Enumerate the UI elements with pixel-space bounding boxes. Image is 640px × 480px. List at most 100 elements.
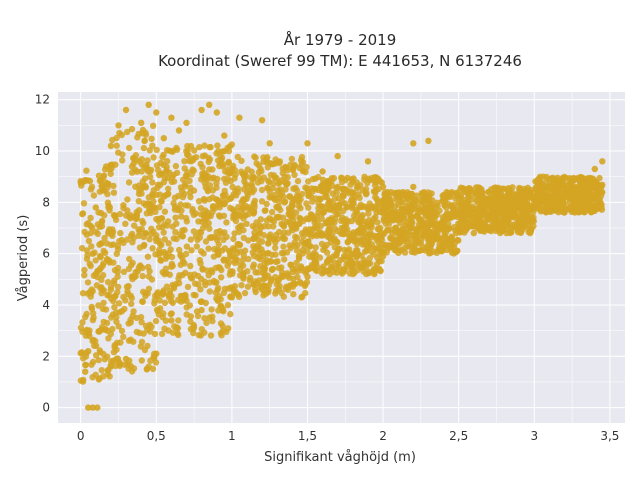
scatter-point (228, 294, 236, 301)
scatter-point (259, 249, 266, 256)
scatter-point (569, 175, 577, 182)
scatter-point (479, 227, 487, 234)
scatter-point (454, 247, 461, 254)
scatter-point (294, 273, 301, 281)
scatter-point (172, 162, 180, 170)
scatter-point (230, 235, 237, 243)
scatter-point (387, 234, 394, 241)
scatter-point (79, 210, 87, 217)
scatter-point (229, 162, 237, 170)
scatter-point (129, 239, 136, 246)
scatter-point (138, 225, 145, 233)
scatter-point (132, 152, 140, 159)
scatter-point (78, 245, 86, 252)
scatter-point (522, 212, 529, 219)
scatter-point (166, 271, 173, 278)
scatter-point (98, 218, 106, 226)
x-tick-label: 2 (379, 429, 387, 443)
scatter-point (415, 247, 423, 255)
scatter-point (81, 266, 88, 274)
scatter-point (207, 143, 214, 151)
scatter-point (484, 216, 491, 223)
scatter-point (122, 106, 130, 114)
scatter-point (115, 149, 122, 156)
scatter-point (309, 253, 316, 260)
scatter-point (257, 216, 264, 223)
scatter-point (122, 220, 129, 227)
scatter-point (127, 336, 134, 343)
scatter-point (96, 241, 103, 248)
scatter-point (148, 323, 155, 330)
scatter-point (192, 210, 200, 217)
scatter-point (318, 270, 326, 277)
scatter-point (342, 221, 350, 228)
scatter-point (147, 166, 155, 174)
scatter-point (174, 325, 182, 332)
scatter-point (338, 217, 345, 224)
scatter-point (258, 224, 265, 231)
scatter-point (434, 233, 442, 241)
scatter-point (95, 376, 103, 383)
scatter-point (161, 221, 168, 228)
scatter-point (407, 231, 414, 239)
scatter-point (111, 343, 118, 351)
scatter-point (197, 286, 204, 293)
scatter-point (190, 228, 198, 235)
scatter-point (232, 245, 239, 253)
scatter-point (344, 247, 351, 255)
scatter-point (298, 153, 306, 161)
scatter-point (113, 142, 120, 149)
scatter-point (83, 247, 91, 254)
scatter-point (101, 234, 108, 242)
scatter-point (179, 227, 186, 234)
scatter-point (127, 292, 134, 299)
scatter-point (89, 250, 97, 257)
scatter-point (225, 147, 233, 155)
scatter-point (149, 122, 157, 129)
scatter-point (327, 234, 335, 241)
scatter-point (158, 241, 165, 249)
scatter-point (89, 404, 97, 411)
scatter-point (86, 177, 94, 185)
scatter-point (196, 256, 203, 264)
scatter-point (340, 186, 347, 193)
scatter-point (184, 142, 191, 150)
scatter-point (94, 404, 101, 411)
scatter-point (534, 192, 541, 199)
scatter-point (281, 256, 288, 263)
scatter-point (312, 175, 319, 182)
scatter-point (139, 217, 146, 225)
scatter-point (118, 308, 126, 315)
scatter-point (134, 268, 141, 275)
scatter-point (281, 235, 289, 242)
scatter-point (89, 374, 96, 381)
scatter-point (240, 271, 247, 278)
scatter-point (265, 178, 273, 186)
scatter-point (262, 274, 269, 282)
scatter-point (574, 208, 581, 216)
scatter-point (392, 224, 399, 232)
scatter-point (209, 194, 216, 201)
scatter-point (271, 196, 279, 204)
scatter-point (581, 204, 588, 211)
scatter-point (284, 167, 291, 174)
scatter-point (124, 196, 131, 203)
scatter-point (100, 350, 107, 358)
scatter-point (159, 291, 166, 298)
scatter-point (231, 175, 238, 182)
scatter-point (99, 305, 107, 313)
scatter-point (187, 236, 194, 243)
scatter-point (562, 174, 569, 181)
scatter-point (88, 243, 95, 250)
x-tick-label: 0,5 (147, 429, 166, 443)
scatter-point (297, 215, 304, 222)
scatter-point (194, 312, 202, 320)
scatter-point (109, 325, 116, 333)
x-axis-label: Signifikant våghöjd (m) (264, 450, 416, 465)
scatter-point (147, 230, 155, 238)
scatter-point (344, 174, 351, 182)
scatter-point (497, 223, 505, 231)
scatter-point (120, 268, 128, 275)
scatter-point (95, 356, 103, 364)
scatter-point (165, 240, 172, 247)
